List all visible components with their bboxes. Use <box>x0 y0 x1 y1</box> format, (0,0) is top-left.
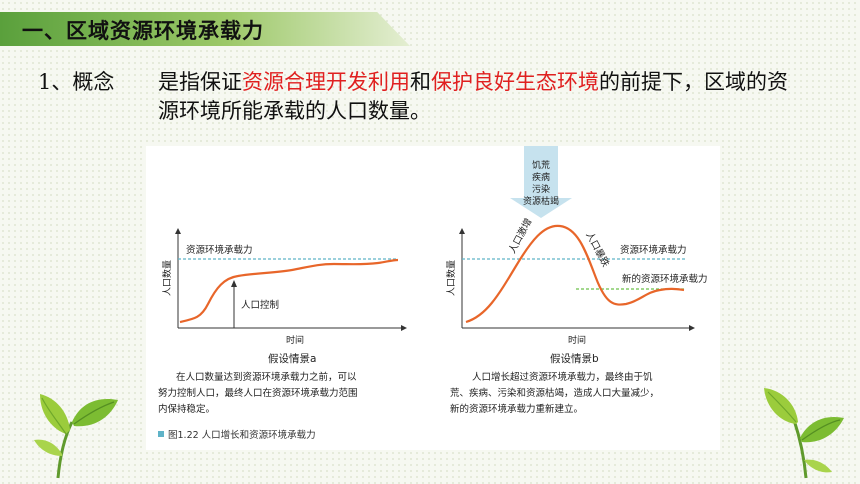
chart-a-population-curve <box>179 258 399 324</box>
chart-a-carrying-label: 资源环境承载力 <box>186 244 253 256</box>
chart-b-y-arrow <box>459 228 465 234</box>
chart-a-scenario: 假设情景a <box>268 352 316 365</box>
chart-b: 饥荒 疾病 污染 资源枯竭 资源环境承载力 新的资源环境承载力 人口激增 人口暴… <box>445 146 708 415</box>
chart-a-x-arrow <box>401 325 407 331</box>
chart-b-caption-line: 荒、疾病、污染和资源枯竭，造成人口大量减少， <box>450 387 659 399</box>
chart-b-caption-line: 新的资源环境承载力重新建立。 <box>450 403 583 415</box>
chart-a-caption-line: 努力控制人口，最终人口在资源环境承载力范围 <box>158 387 358 399</box>
chart-b-surge-label: 人口激增 <box>506 216 534 255</box>
chart-b-factor: 污染 <box>532 183 550 195</box>
chart-b-crash-label: 人口暴跌 <box>583 230 612 270</box>
section-title: 一、区域资源环境承载力 <box>22 19 264 43</box>
chart-b-caption-line: 人口增长超过资源环境承载力，最终由于饥 <box>472 371 653 383</box>
chart-a-xlabel: 时间 <box>286 334 304 346</box>
header-band <box>0 12 410 46</box>
chart-a-caption-line: 在人口数量达到资源环境承载力之前，可以 <box>176 371 357 383</box>
chart-a-caption-line: 内保持稳定。 <box>158 403 215 415</box>
chart-b-factor: 资源枯竭 <box>523 195 559 207</box>
sprout-left-icon <box>34 394 118 479</box>
concept-number: 1、概念 <box>38 70 115 94</box>
chart-b-ylabel: 人口数量 <box>445 260 457 296</box>
chart-b-new-carrying-label: 新的资源环境承载力 <box>622 273 708 285</box>
definition-part: 和 <box>410 70 431 94</box>
concept-definition: 是指保证资源合理开发利用和保护良好生态环境的前提下，区域的资源环境所能承载的人口… <box>158 68 808 126</box>
definition-highlight: 保护良好生态环境 <box>431 70 599 94</box>
chart-a-control-label: 人口控制 <box>241 299 279 311</box>
chart-b-population-curve <box>465 224 685 324</box>
chart-b-impact-arrow <box>510 146 572 218</box>
chart-a: 资源环境承载力 人口控制 人口数量 时间 假设情景a 在人口数量达到资源环境承载… <box>158 228 407 415</box>
chart-a-control-arrow <box>231 280 237 287</box>
chart-b-xlabel: 时间 <box>568 334 586 346</box>
figure-caption: 图1.22 人口增长和资源环境承载力 <box>168 429 316 441</box>
chart-b-factor: 疾病 <box>532 171 550 183</box>
chart-b-carrying-label: 资源环境承载力 <box>620 244 687 256</box>
definition-part: 是指保证 <box>158 70 242 94</box>
sprout-right-icon <box>764 388 844 479</box>
definition-part: 的前提下，区域的资源环境所能承载的人口数量。 <box>158 70 788 123</box>
chart-b-x-arrow <box>689 325 695 331</box>
chart-b-factor: 饥荒 <box>532 159 550 171</box>
chart-a-ylabel: 人口数量 <box>161 260 173 296</box>
definition-highlight: 资源合理开发利用 <box>242 70 410 94</box>
figure-graphic: 资源环境承载力 人口控制 人口数量 时间 假设情景a 在人口数量达到资源环境承载… <box>158 146 708 441</box>
chart-a-y-arrow <box>175 228 181 234</box>
figure-caption-marker <box>158 431 164 437</box>
figure-panel: 资源环境承载力 人口控制 人口数量 时间 假设情景a 在人口数量达到资源环境承载… <box>146 146 720 450</box>
chart-b-scenario: 假设情景b <box>550 352 599 365</box>
